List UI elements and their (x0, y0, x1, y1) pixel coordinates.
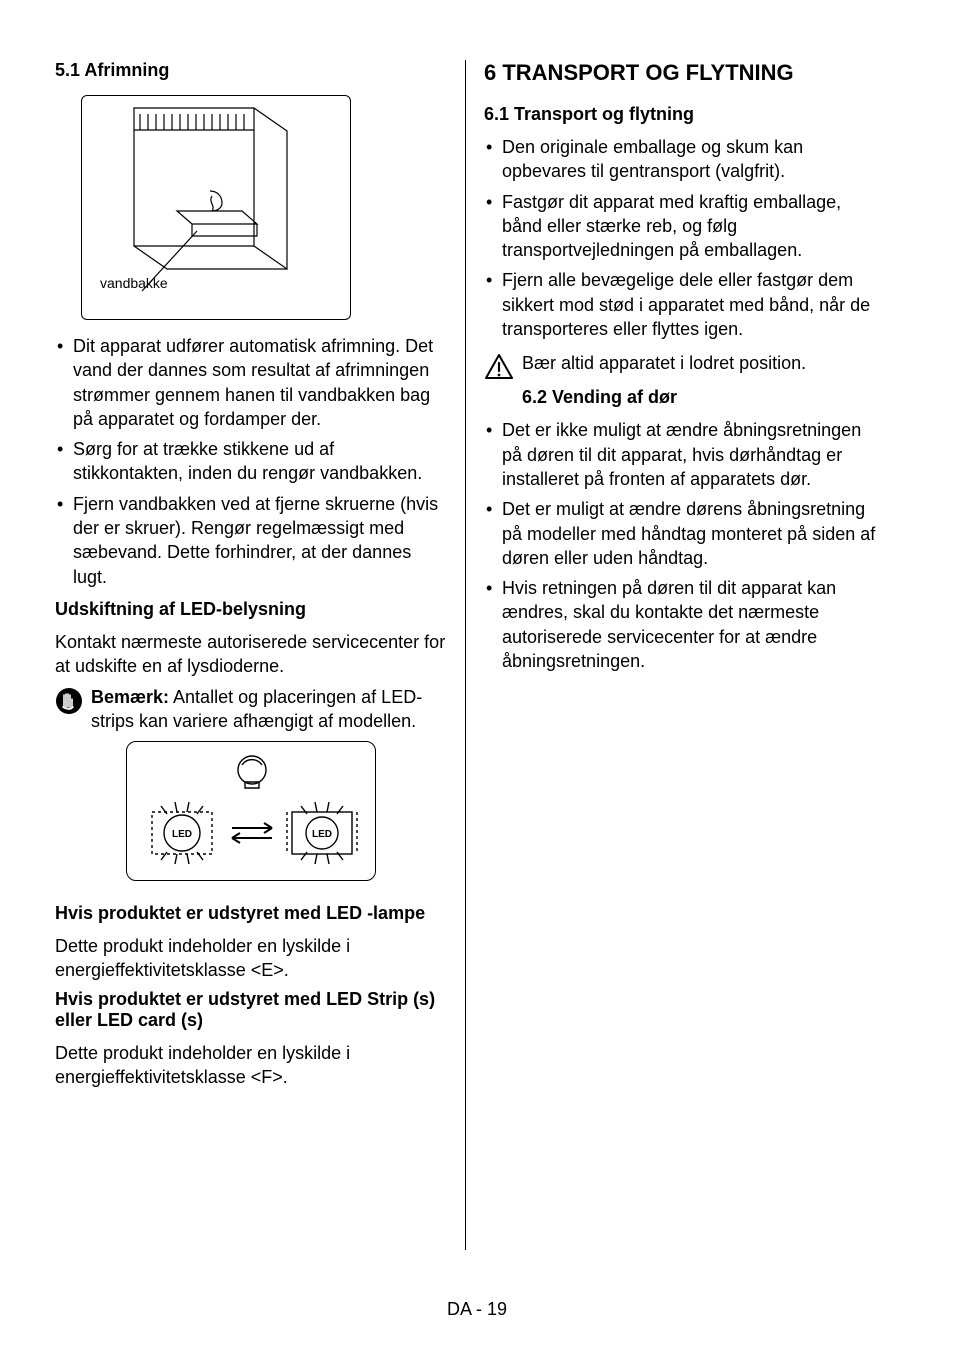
section-6-1-title: 6.1 Transport og flytning (484, 104, 885, 125)
section-6-title: 6 TRANSPORT OG FLYTNING (484, 60, 885, 86)
list-item: Fjern vandbakken ved at fjerne skruerne … (55, 492, 447, 589)
defrost-diagram: vandbakke (81, 95, 351, 320)
list-item: Hvis retningen på døren til dit apparat … (484, 576, 885, 673)
note-block: Bemærk: Antallet og placeringen af LED-s… (55, 685, 447, 734)
led-lamp-heading: Hvis produktet er udstyret med LED -lamp… (55, 903, 447, 924)
section-5-1-title: 5.1 Afrimning (55, 60, 447, 81)
section-6-2-title: 6.2 Vending af dør (484, 387, 885, 408)
led-replace-heading: Udskiftning af LED-belysning (55, 599, 447, 620)
list-item: Den originale emballage og skum kan opbe… (484, 135, 885, 184)
page-footer: DA - 19 (0, 1299, 954, 1320)
led-strip-text: Dette produkt indeholder en lyskilde i e… (55, 1041, 447, 1090)
led-strip-heading: Hvis produktet er udstyret med LED Strip… (55, 989, 447, 1031)
info-hand-icon (55, 687, 83, 715)
note-text: Bemærk: Antallet og placeringen af LED-s… (91, 685, 447, 734)
transport-bullets: Den originale emballage og skum kan opbe… (484, 135, 885, 341)
door-reverse-bullets: Det er ikke muligt at ændre åbningsretni… (484, 418, 885, 673)
diagram-label: vandbakke (100, 275, 168, 291)
note-bold: Bemærk: (91, 687, 169, 707)
list-item: Dit apparat udfører automatisk afrimning… (55, 334, 447, 431)
warning-triangle-icon (484, 353, 514, 381)
left-column: 5.1 Afrimning (55, 60, 465, 1250)
led-lamp-text: Dette produkt indeholder en lyskilde i e… (55, 934, 447, 983)
list-item: Fjern alle bevægelige dele eller fastgør… (484, 268, 885, 341)
svg-text:LED: LED (172, 829, 192, 840)
list-item: Det er muligt at ændre dørens åbningsret… (484, 497, 885, 570)
list-item: Sørg for at trække stikkene ud af stikko… (55, 437, 447, 486)
list-item: Det er ikke muligt at ændre åbningsretni… (484, 418, 885, 491)
warning-block: Bær altid apparatet i lodret position. (484, 351, 885, 381)
led-replace-text: Kontakt nærmeste autoriserede servicecen… (55, 630, 447, 679)
led-swap-diagram: LED LED (126, 741, 376, 881)
warning-text: Bær altid apparatet i lodret position. (522, 351, 885, 375)
list-item: Fastgør dit apparat med kraftig emballag… (484, 190, 885, 263)
led-swap-icon: LED LED (127, 742, 377, 882)
right-column: 6 TRANSPORT OG FLYTNING 6.1 Transport og… (465, 60, 885, 1250)
two-column-layout: 5.1 Afrimning (55, 60, 899, 1250)
defrost-bullets: Dit apparat udfører automatisk afrimning… (55, 334, 447, 589)
svg-text:LED: LED (312, 829, 332, 840)
